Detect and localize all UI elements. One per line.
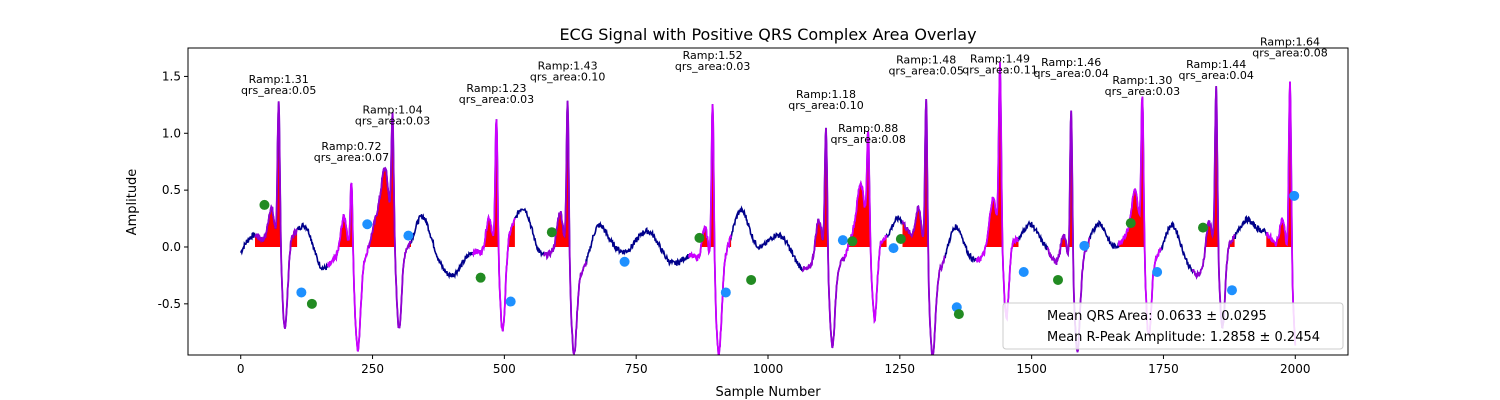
x-tick-label: 1000 <box>753 362 784 376</box>
x-tick-label: 500 <box>493 362 516 376</box>
s-point-marker <box>895 234 906 245</box>
y-tick-label: 1.0 <box>162 126 181 140</box>
ramp-label: Ramp:1.23 <box>466 82 526 95</box>
ramp-label: Ramp:1.44 <box>1186 58 1246 71</box>
ramp-label: Ramp:1.52 <box>683 49 743 62</box>
s-point-marker <box>1125 218 1136 229</box>
ramp-label: Ramp:0.72 <box>321 140 381 153</box>
q-point-marker <box>1079 240 1090 251</box>
qrs-area-label: qrs_area:0.08 <box>1252 47 1327 60</box>
ramp-label: Ramp:1.43 <box>538 59 598 72</box>
q-point-marker <box>362 219 373 230</box>
qrs-segment-line <box>543 100 587 355</box>
qrs-segment-line <box>1046 110 1091 353</box>
qrs-area-label: qrs_area:0.08 <box>830 133 905 146</box>
qrs-segment-line <box>368 111 412 329</box>
qrs-segment-line <box>975 62 1019 322</box>
x-tick-label: 2000 <box>1280 362 1311 376</box>
fiducial-point-layer <box>259 190 1300 320</box>
q-point-marker <box>1289 190 1300 201</box>
y-tick-label: 1.5 <box>162 69 181 83</box>
annotation-layer: qrs_area:0.05Ramp:1.31qrs_area:0.07Ramp:… <box>241 36 1328 165</box>
qrs-segment-line <box>843 131 888 324</box>
qrs-area-label: qrs_area:0.05 <box>241 84 316 97</box>
x-tick-label: 1750 <box>1148 362 1179 376</box>
x-tick-label: 750 <box>625 362 648 376</box>
ramp-label: Ramp:1.46 <box>1041 56 1101 69</box>
x-tick-label: 250 <box>361 362 384 376</box>
qrs-area-fill <box>368 112 411 247</box>
qrs-segment-line <box>326 182 371 352</box>
chart-title: ECG Signal with Positive QRS Complex Are… <box>559 25 976 44</box>
y-axis-title: Amplitude <box>125 169 140 236</box>
qrs-area-label: qrs_area:0.03 <box>675 60 750 73</box>
qrs-area-label: qrs_area:0.04 <box>1033 67 1108 80</box>
qrs-segment-line <box>471 119 516 332</box>
qrs-area-label: qrs_area:0.03 <box>355 115 430 128</box>
ramp-label: Ramp:1.31 <box>249 73 309 86</box>
qrs-segment-line <box>1191 86 1236 329</box>
y-tick-label: 0.5 <box>162 183 181 197</box>
ramp-label: Ramp:1.04 <box>363 104 423 117</box>
q-point-marker <box>296 287 307 298</box>
qrs-area-label: qrs_area:0.11 <box>962 64 1037 77</box>
qrs-segment-line <box>254 101 298 329</box>
q-point-marker <box>720 287 731 298</box>
s-point-marker <box>1053 274 1063 285</box>
q-point-marker <box>837 235 848 246</box>
s-point-marker <box>475 272 486 283</box>
legend-mean-qrs-area: Mean QRS Area: 0.0633 ± 0.0295 <box>1047 309 1267 324</box>
q-point-marker <box>1227 285 1237 296</box>
q-point-marker <box>505 296 516 307</box>
y-axis: -0.5 0.0 0.5 1.0 1.5 <box>158 69 188 311</box>
ecg-line-layer <box>239 62 1297 355</box>
ramp-label: Ramp:1.64 <box>1260 36 1320 49</box>
qrs-area-label: qrs_area:0.03 <box>1105 85 1180 98</box>
ramp-label: Ramp:1.30 <box>1112 74 1172 87</box>
x-axis-title: Sample Number <box>715 385 821 400</box>
q-point-marker <box>1018 266 1029 277</box>
qrs-area-fill <box>844 131 887 247</box>
q-point-marker <box>403 230 414 241</box>
legend-box <box>1002 302 1344 350</box>
s-point-marker <box>1198 222 1208 233</box>
qrs-segment-line <box>1265 81 1297 346</box>
s-point-marker <box>546 227 557 238</box>
ramp-label: Ramp:1.49 <box>970 53 1030 66</box>
qrs-area-label: qrs_area:0.03 <box>459 93 534 106</box>
ramp-label: Ramp:0.88 <box>838 122 898 135</box>
qrs-area-fill <box>902 99 945 247</box>
s-point-marker <box>847 236 858 247</box>
x-tick-label: 1250 <box>885 362 916 376</box>
s-point-marker <box>746 274 757 285</box>
x-tick-label: 1500 <box>1016 362 1047 376</box>
ramp-label: Ramp:1.18 <box>796 88 856 101</box>
qrs-area-label: qrs_area:0.10 <box>788 99 863 112</box>
qrs-area-label: qrs_area:0.10 <box>530 70 605 83</box>
y-tick-label: -0.5 <box>158 297 181 311</box>
q-point-marker <box>1152 266 1163 277</box>
s-point-marker <box>259 199 270 210</box>
qrs-area-fill <box>1118 96 1161 247</box>
legend-mean-r-peak-amplitude: Mean R-Peak Amplitude: 1.2858 ± 0.2454 <box>1047 330 1320 345</box>
qrs-area-label: qrs_area:0.05 <box>888 65 963 78</box>
s-point-marker <box>306 298 317 309</box>
s-point-marker <box>953 309 964 320</box>
qrs-segment-line <box>688 104 732 355</box>
x-axis: 0 250 500 750 1000 1250 1500 1750 2000 <box>237 355 1311 376</box>
qrs-area-label: qrs_area:0.04 <box>1178 69 1253 82</box>
ramp-label: Ramp:1.48 <box>896 54 956 67</box>
qrs-area-label: qrs_area:0.07 <box>314 151 389 164</box>
x-tick-label: 0 <box>237 362 245 376</box>
qrs-segment-line <box>801 127 846 349</box>
y-tick-label: 0.0 <box>162 240 181 254</box>
q-point-marker <box>888 243 899 254</box>
qrs-segment-line <box>901 99 946 355</box>
legend: Mean QRS Area: 0.0633 ± 0.0295 Mean R-Pe… <box>1002 302 1344 350</box>
s-point-marker <box>694 232 705 243</box>
q-point-marker <box>619 256 630 267</box>
